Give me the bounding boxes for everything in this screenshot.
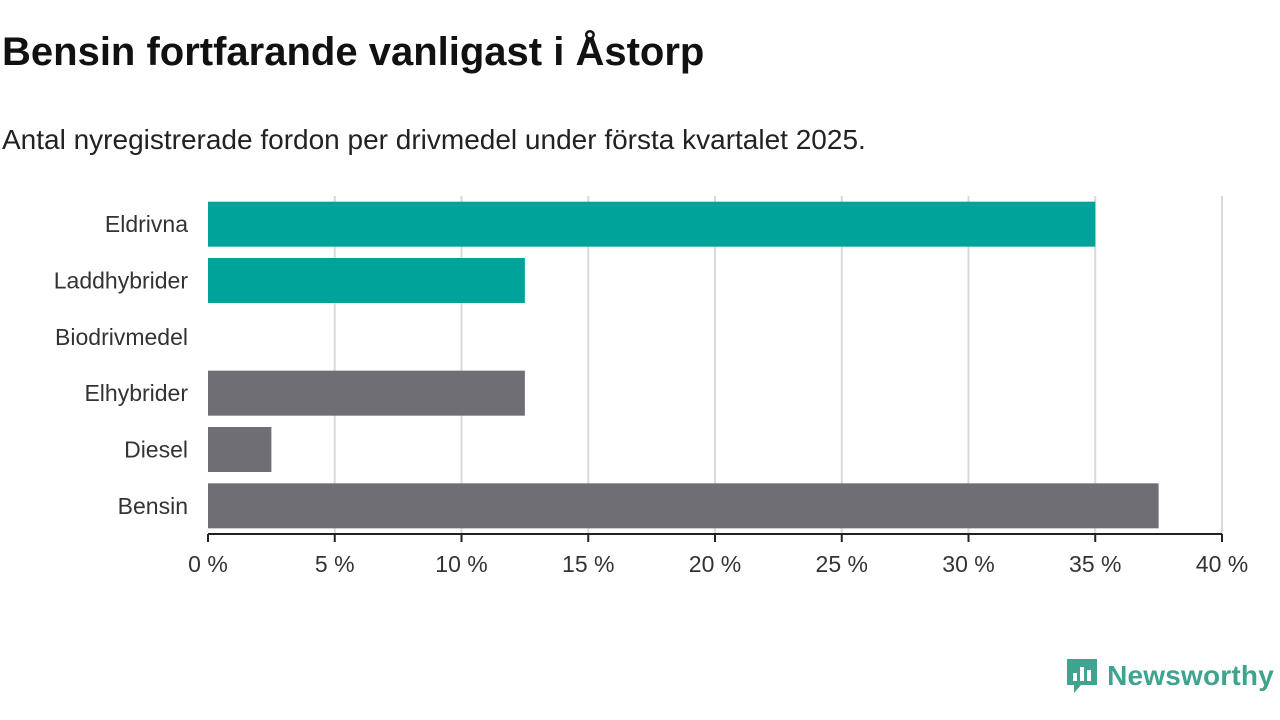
x-tick-label: 35 % xyxy=(1069,551,1121,577)
category-label: Laddhybrider xyxy=(54,268,189,294)
x-tick-label: 25 % xyxy=(816,551,868,577)
brand-logo: Newsworthy xyxy=(1065,656,1274,696)
x-tick-label: 20 % xyxy=(689,551,741,577)
category-label: Diesel xyxy=(124,437,188,463)
bar xyxy=(208,483,1159,529)
bar xyxy=(208,370,525,416)
x-tick-label: 30 % xyxy=(942,551,994,577)
category-label: Eldrivna xyxy=(105,211,188,237)
chart-subtitle: Antal nyregistrerade fordon per drivmede… xyxy=(2,124,866,155)
bar xyxy=(208,201,1096,247)
x-tick-label: 40 % xyxy=(1196,551,1248,577)
category-label: Biodrivmedel xyxy=(55,324,188,350)
bar xyxy=(208,427,272,472)
bar xyxy=(208,258,525,303)
newsworthy-logo-icon xyxy=(1067,659,1098,693)
chart-title: Bensin fortfarande vanligast i Åstorp xyxy=(2,30,705,74)
x-tick-label: 5 % xyxy=(315,551,355,577)
x-tick-label: 10 % xyxy=(435,551,487,577)
category-label: Bensin xyxy=(118,493,188,519)
x-tick-label: 0 % xyxy=(188,551,228,577)
brand-name: Newsworthy xyxy=(1107,660,1274,691)
category-label: Elhybrider xyxy=(84,380,188,406)
x-tick-label: 15 % xyxy=(562,551,614,577)
